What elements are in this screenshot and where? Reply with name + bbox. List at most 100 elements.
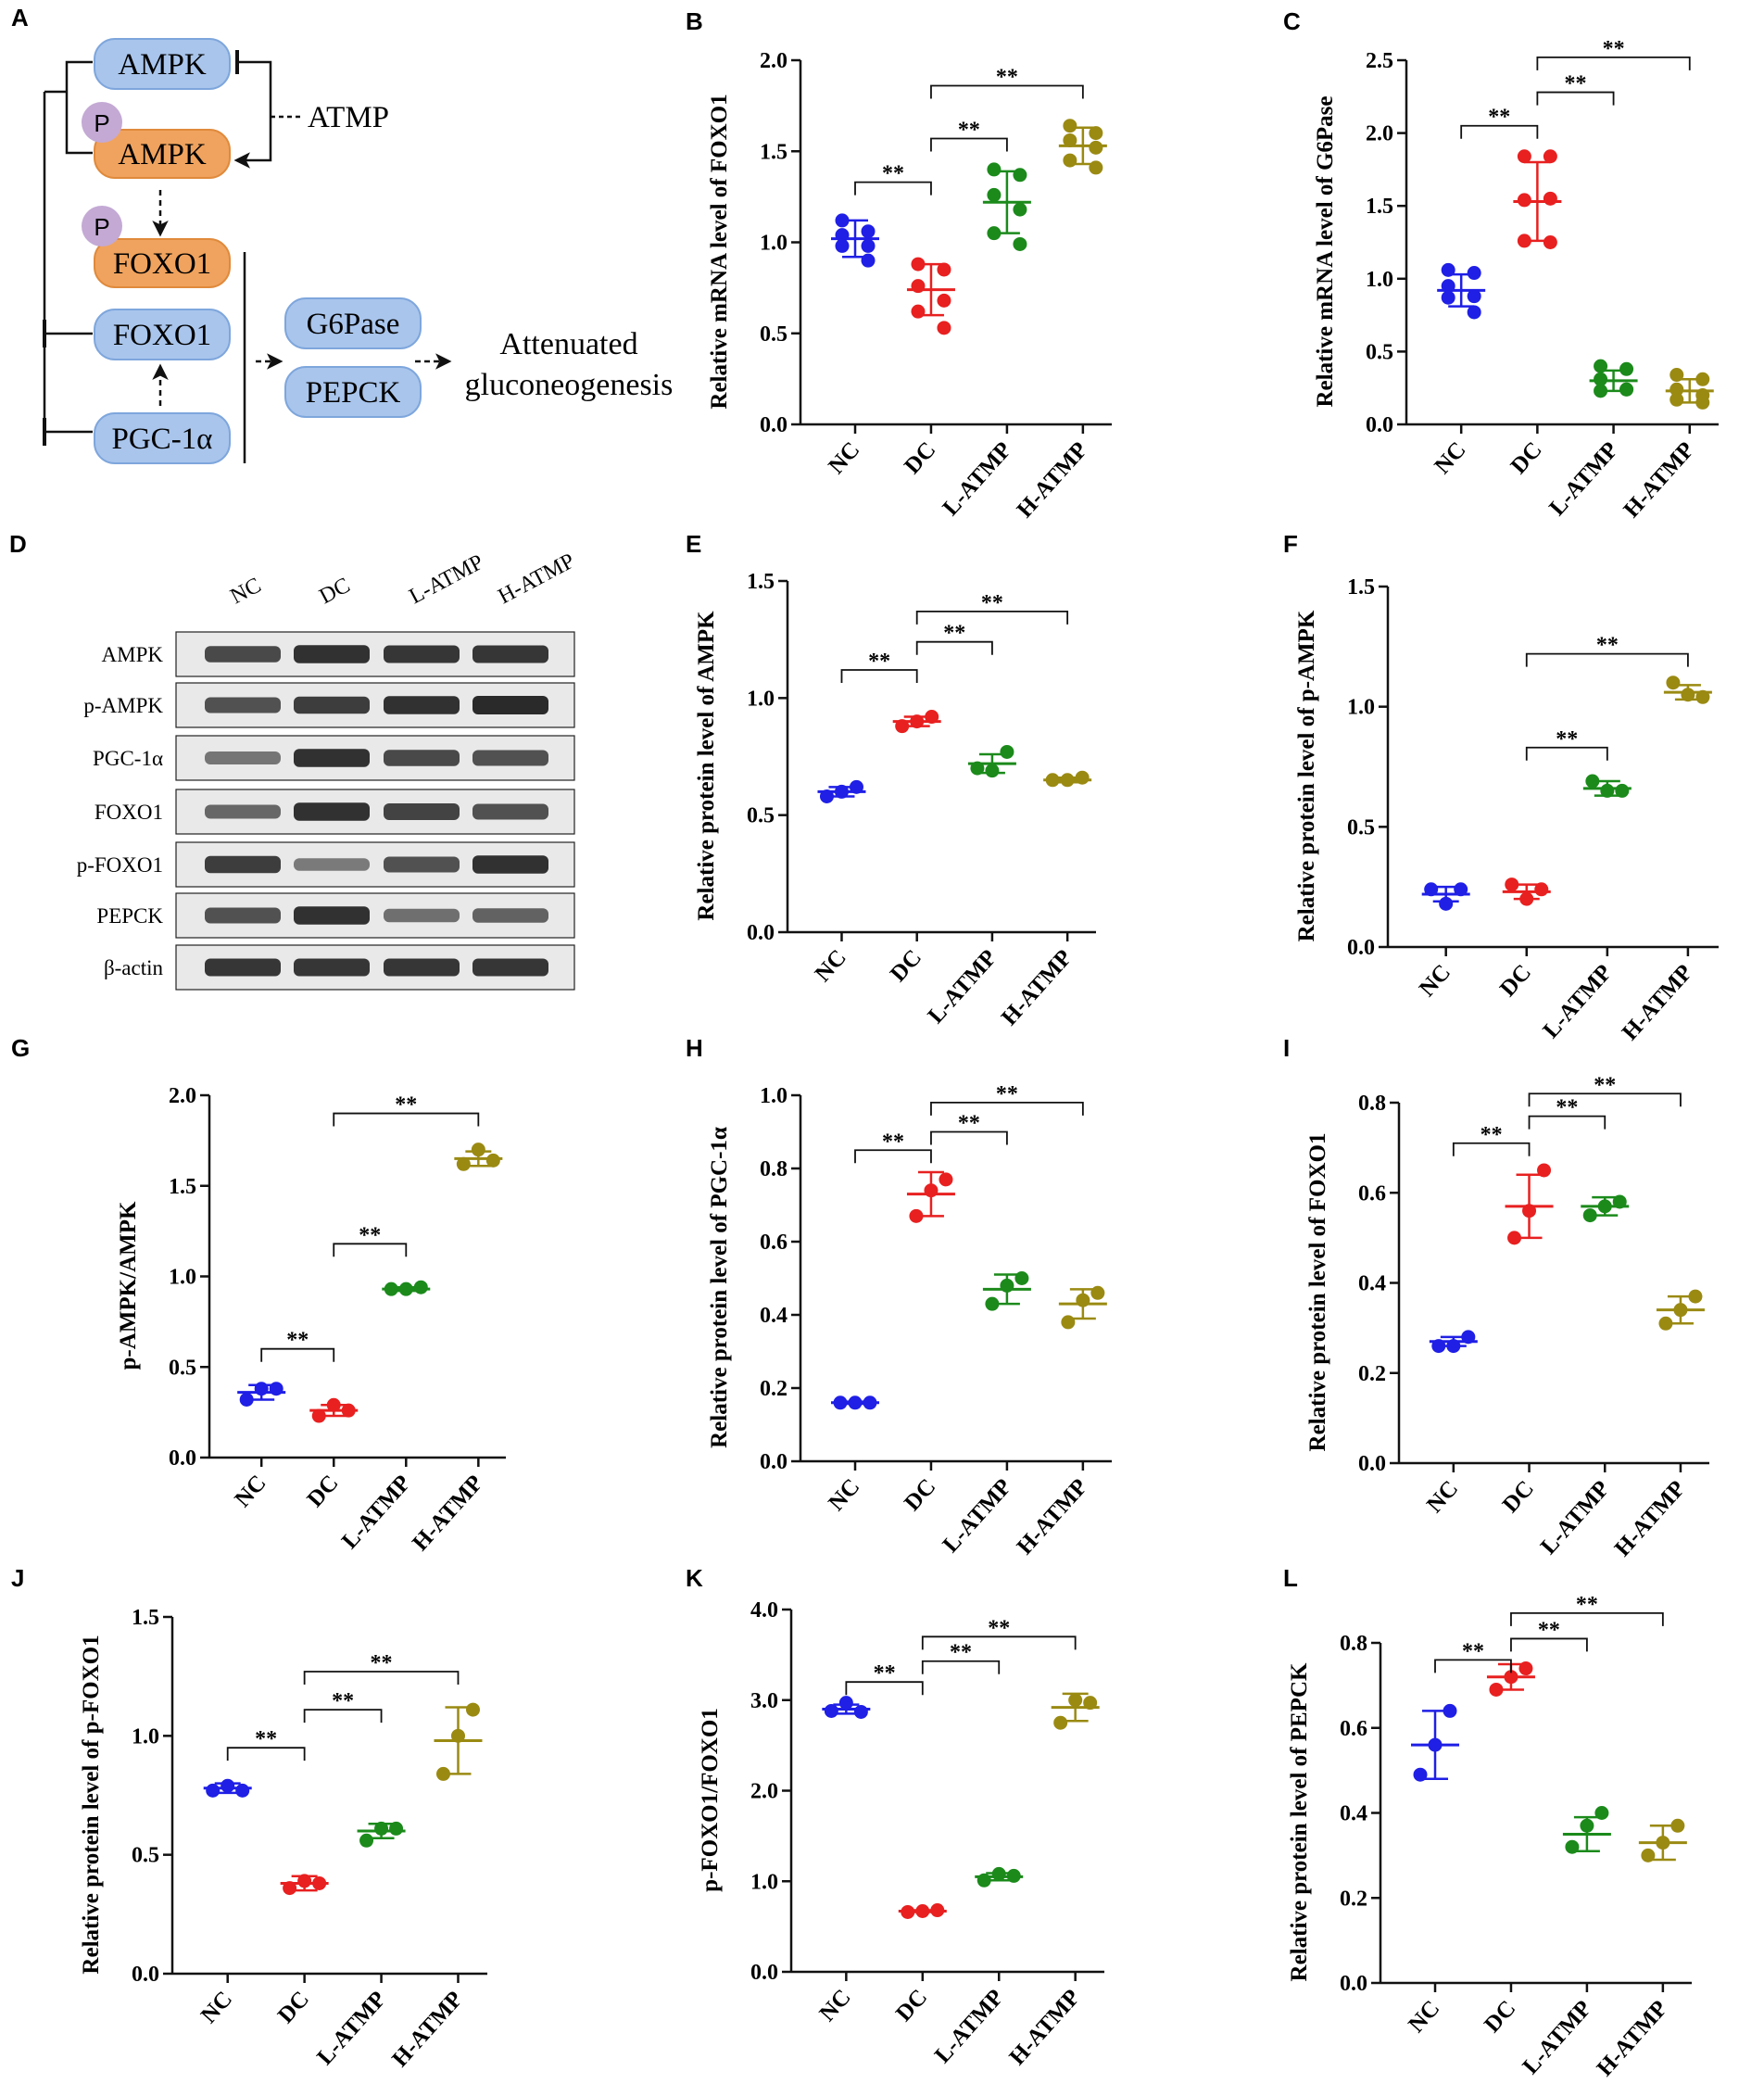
- x-tick-label: NC: [824, 437, 864, 479]
- significance-label: **: [958, 118, 980, 142]
- significance-label: **: [371, 1651, 393, 1675]
- blot-band: [384, 856, 460, 873]
- data-point: [384, 1282, 398, 1296]
- significance-bracket: [845, 1681, 924, 1696]
- data-point: [1619, 361, 1634, 376]
- data-point: [1089, 126, 1103, 141]
- x-tick-label: H-ATMP: [1004, 1985, 1085, 2070]
- data-point: [311, 1408, 326, 1423]
- data-point: [849, 779, 863, 794]
- data-point: [239, 1392, 254, 1407]
- data-point: [1519, 891, 1534, 906]
- data-point: [924, 1183, 939, 1198]
- blot-band: [472, 908, 548, 923]
- data-point: [835, 238, 850, 253]
- data-point: [1518, 1661, 1533, 1676]
- blot-band: [472, 803, 548, 820]
- significance-label: **: [1556, 727, 1578, 751]
- y-axis-label: Relative protein level of p-FOXO1: [79, 1635, 104, 1974]
- blot-lane-label: NC: [227, 574, 266, 610]
- data-point: [1467, 289, 1481, 304]
- data-point: [901, 1904, 915, 1919]
- significance-label: **: [1564, 72, 1586, 96]
- significance-label: **: [943, 622, 965, 646]
- y-tick-label: 1.0: [1347, 696, 1375, 720]
- blot-band: [205, 907, 281, 924]
- data-point: [456, 1156, 471, 1171]
- data-point: [1014, 1271, 1029, 1285]
- y-tick-label: 0.8: [1358, 1092, 1386, 1116]
- blot-band: [472, 855, 548, 874]
- significance-bracket: [333, 1243, 408, 1257]
- data-point: [970, 761, 985, 776]
- y-tick-label: 0.0: [747, 921, 775, 945]
- data-point: [1013, 202, 1027, 217]
- blot-band: [294, 696, 370, 714]
- panel-letter: H: [686, 1034, 703, 1062]
- pepck-node: [284, 366, 422, 418]
- data-point: [1467, 305, 1481, 320]
- chart-f: F 0.0 0.5 1.0 1.5 Relative protein level of p…: [1283, 530, 1719, 1045]
- x-tick-label: NC: [811, 945, 851, 987]
- data-point: [1582, 1208, 1597, 1223]
- data-point: [987, 162, 1002, 177]
- data-point: [925, 710, 939, 725]
- data-point: [1673, 1303, 1688, 1318]
- blot-band: [294, 858, 370, 871]
- data-point: [389, 1821, 404, 1836]
- significance-bracket: [930, 1130, 1008, 1145]
- significance-bracket: [260, 1347, 335, 1362]
- y-tick-label: 0.0: [1366, 413, 1393, 437]
- data-point: [1670, 368, 1684, 383]
- data-point: [1461, 1330, 1476, 1345]
- data-point: [1428, 1737, 1443, 1752]
- western-blot: D NC DC L-ATMP H-ATMP AMPK p-AMPK PGC-1α FOXO1…: [9, 530, 579, 991]
- atmp-activate-arrow: [233, 60, 272, 169]
- chart-l: L 0.0 0.2 0.4 0.6 0.8 Relative protein level o…: [1283, 1564, 1692, 2081]
- data-point: [1467, 266, 1481, 281]
- ampk-node: [94, 38, 231, 90]
- x-tick-label: L-ATMP: [1538, 960, 1617, 1043]
- data-point: [1517, 193, 1531, 208]
- x-tick-label: H-ATMP: [1593, 1996, 1673, 2081]
- data-point: [1075, 770, 1090, 785]
- y-tick-label: 0.5: [1366, 340, 1393, 364]
- x-tick-label: NC: [815, 1985, 856, 2027]
- blot-lane-label: H-ATMP: [495, 549, 579, 609]
- blot-band: [384, 803, 460, 820]
- data-point: [1076, 1293, 1090, 1307]
- panel-letter: L: [1283, 1564, 1298, 1592]
- data-point: [915, 1904, 930, 1919]
- y-tick-label: 0.4: [1358, 1272, 1386, 1296]
- x-tick-label: L-ATMP: [337, 1471, 416, 1554]
- y-tick-label: 0.0: [132, 1963, 159, 1987]
- data-point: [838, 1696, 853, 1711]
- data-point: [863, 1395, 877, 1410]
- y-axis-label: Relative protein level of PEPCK: [1287, 1662, 1312, 1981]
- blot-row-label: AMPK: [102, 643, 164, 666]
- g6pase-node-label: G6Pase: [307, 308, 400, 341]
- significance-label: **: [332, 1689, 354, 1713]
- y-tick-label: 1.5: [760, 140, 788, 164]
- data-point: [1013, 236, 1027, 251]
- data-point: [1615, 783, 1630, 798]
- data-point: [1543, 191, 1557, 206]
- x-tick-label: H-ATMP: [1013, 1474, 1093, 1559]
- x-tick-label: DC: [302, 1471, 343, 1512]
- phospho-badge-foxo1: [82, 206, 122, 246]
- y-tick-label: 0.5: [747, 804, 775, 828]
- y-tick-label: 0.6: [1358, 1181, 1386, 1206]
- x-tick-label: DC: [1480, 1996, 1520, 2038]
- blot-band: [384, 958, 460, 977]
- data-point: [1013, 168, 1027, 183]
- panel-letter: J: [11, 1564, 24, 1592]
- y-tick-label: 1.0: [760, 1084, 788, 1108]
- y-tick-label: 0.0: [760, 413, 788, 437]
- blot-row-label: FOXO1: [94, 801, 163, 824]
- data-point: [1670, 1818, 1685, 1833]
- y-tick-label: 0.6: [760, 1231, 788, 1255]
- y-tick-label: 0.0: [750, 1961, 778, 1985]
- significance-label: **: [958, 1112, 980, 1136]
- significance-label: **: [286, 1329, 309, 1353]
- data-point: [1454, 882, 1468, 897]
